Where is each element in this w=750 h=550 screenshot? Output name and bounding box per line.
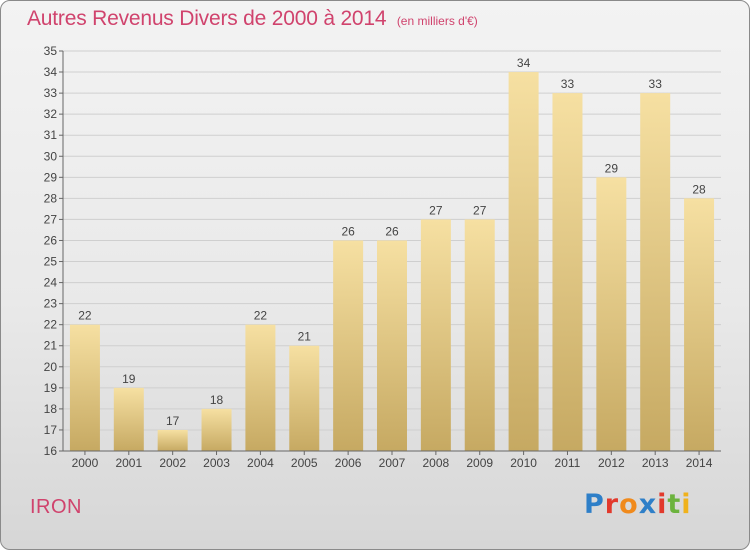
- bar: [420, 219, 451, 451]
- logo-letter: x: [638, 489, 658, 520]
- proxiti-logo: Proxiti: [584, 489, 692, 520]
- y-tick-label: 35: [44, 44, 58, 58]
- logo-letter: t: [667, 489, 682, 520]
- logo-letter: i: [657, 489, 668, 520]
- y-tick-label: 29: [44, 170, 58, 184]
- x-axis: 2000 2001 2002 2003 2004 2005 2006 2007 2008 2009…: [63, 450, 721, 470]
- y-tick-label: 30: [44, 149, 58, 163]
- y-tick-label: 27: [44, 212, 58, 226]
- bar: [157, 429, 188, 451]
- x-tick-label: 2001: [115, 456, 142, 470]
- y-axis: 16 17 18 19 20 21 22 23 24 25 26 27 28 29 30 31 32 33 34 35: [44, 44, 64, 458]
- data-label: 21: [298, 330, 312, 344]
- x-tick-label: 2012: [598, 456, 625, 470]
- x-tick-label: 2005: [291, 456, 318, 470]
- logo-letter: r: [604, 489, 620, 520]
- x-tick-label: 2000: [72, 456, 99, 470]
- data-label: 27: [473, 203, 487, 217]
- bar: [508, 72, 539, 451]
- y-tick-label: 21: [44, 339, 58, 353]
- x-tick-label: 2007: [379, 456, 406, 470]
- y-tick-label: 32: [44, 107, 58, 121]
- x-tick-label: 2002: [159, 456, 186, 470]
- bar: [289, 345, 320, 451]
- bar: [69, 324, 100, 451]
- chart-title: Autres Revenus Divers de 2000 à 2014 (en…: [27, 7, 478, 31]
- bar: [684, 198, 715, 451]
- y-tick-label: 26: [44, 233, 58, 247]
- title-text: Autres Revenus Divers de 2000 à 2014: [27, 7, 387, 30]
- x-tick-label: 2006: [335, 456, 362, 470]
- y-tick-label: 20: [44, 360, 58, 374]
- data-label: 34: [517, 56, 531, 70]
- y-tick-label: 28: [44, 191, 58, 205]
- logo-letter: i: [681, 489, 692, 520]
- bar: [245, 324, 276, 451]
- x-tick-label: 2011: [555, 456, 581, 470]
- bar: [333, 240, 364, 451]
- bar: [113, 387, 144, 451]
- data-label: 19: [122, 372, 136, 386]
- y-tick-label: 34: [44, 65, 58, 79]
- data-label: 26: [341, 224, 355, 238]
- y-tick-label: 19: [44, 381, 58, 395]
- y-tick-label: 16: [44, 444, 58, 458]
- location-label: IRON: [30, 496, 82, 518]
- x-tick-label: 2004: [247, 456, 274, 470]
- bar: [552, 93, 583, 452]
- bars: 22 19 17 18 22 21 26 26 27 27 34 33 29 33 28: [69, 56, 715, 452]
- x-tick-label: 2010: [510, 456, 537, 470]
- y-tick-label: 25: [44, 255, 58, 269]
- data-label: 33: [561, 77, 575, 91]
- y-tick-label: 31: [44, 128, 58, 142]
- logo-letter: o: [619, 489, 639, 520]
- bar: [640, 93, 671, 452]
- logo-letter: P: [584, 489, 605, 520]
- bar: [201, 408, 232, 451]
- data-label: 17: [166, 414, 180, 428]
- x-tick-label: 2013: [642, 456, 669, 470]
- data-label: 33: [649, 77, 663, 91]
- data-label: 22: [78, 309, 92, 323]
- bar: [596, 177, 627, 451]
- title-unit: (en milliers d'€): [396, 14, 478, 28]
- data-label: 27: [429, 203, 443, 217]
- data-label: 29: [605, 161, 619, 175]
- y-tick-label: 18: [44, 402, 58, 416]
- x-tick-label: 2014: [686, 456, 713, 470]
- bar: [464, 219, 495, 451]
- y-tick-label: 24: [44, 276, 58, 290]
- data-label: 22: [254, 309, 268, 323]
- data-label: 18: [210, 393, 224, 407]
- data-label: 28: [692, 182, 706, 196]
- x-tick-label: 2008: [423, 456, 450, 470]
- y-tick-label: 17: [44, 423, 58, 437]
- y-tick-label: 33: [44, 86, 58, 100]
- y-tick-label: 22: [44, 318, 58, 332]
- data-label: 26: [385, 224, 399, 238]
- bar: [377, 240, 407, 451]
- y-tick-label: 23: [44, 297, 58, 311]
- x-tick-label: 2009: [466, 456, 493, 470]
- x-tick-label: 2003: [203, 456, 230, 470]
